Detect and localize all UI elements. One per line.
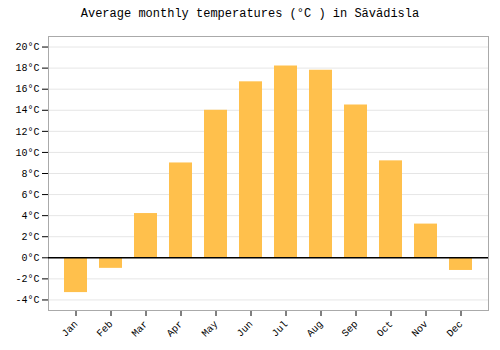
svg-text:Mar: Mar xyxy=(130,319,151,340)
svg-text:Jun: Jun xyxy=(235,319,256,340)
svg-text:Nov: Nov xyxy=(410,319,431,340)
svg-text:0°C: 0°C xyxy=(21,253,39,264)
svg-text:4°C: 4°C xyxy=(21,211,39,222)
svg-text:12°C: 12°C xyxy=(15,127,39,138)
svg-text:Feb: Feb xyxy=(95,319,116,340)
svg-text:20°C: 20°C xyxy=(15,42,39,53)
svg-text:Jul: Jul xyxy=(270,319,291,340)
svg-text:18°C: 18°C xyxy=(15,63,39,74)
svg-text:Dec: Dec xyxy=(445,319,466,340)
svg-text:14°C: 14°C xyxy=(15,105,39,116)
svg-text:Aug: Aug xyxy=(305,319,326,340)
svg-text:Apr: Apr xyxy=(165,319,186,340)
svg-text:6°C: 6°C xyxy=(21,190,39,201)
svg-text:10°C: 10°C xyxy=(15,148,39,159)
svg-text:-2°C: -2°C xyxy=(15,274,39,285)
svg-text:May: May xyxy=(200,319,221,340)
svg-text:Sep: Sep xyxy=(340,319,361,340)
svg-text:16°C: 16°C xyxy=(15,84,39,95)
svg-text:Jan: Jan xyxy=(60,319,81,340)
svg-text:2°C: 2°C xyxy=(21,232,39,243)
html-text:Average monthly temperatures (: Average monthly temperatures (°C ) in Să… xyxy=(80,7,420,21)
svg-text:Oct: Oct xyxy=(375,319,396,340)
svg-text:8°C: 8°C xyxy=(21,169,39,180)
svg-text:-4°C: -4°C xyxy=(15,295,39,306)
